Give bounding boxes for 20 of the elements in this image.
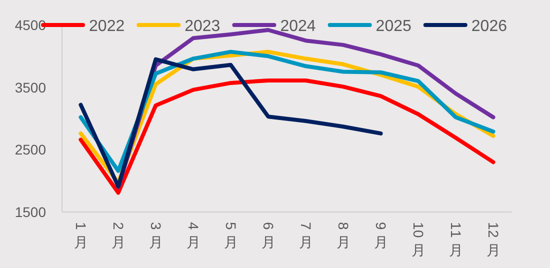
x-tick-label: 12月	[485, 222, 502, 258]
legend-label: 2022	[89, 18, 125, 35]
x-tick-label: 1月	[72, 222, 89, 250]
legend-label: 2026	[471, 18, 508, 35]
y-tick-label: 1500	[14, 204, 46, 220]
legend-label: 2024	[280, 18, 316, 35]
x-tick-label: 7月	[298, 222, 314, 250]
x-tick-label: 3月	[148, 222, 164, 250]
x-tick-label: 9月	[372, 222, 389, 250]
y-tick-label: 2500	[14, 142, 46, 158]
x-tick-label: 10月	[410, 222, 426, 258]
x-tick-label: 5月	[222, 222, 239, 250]
x-tick-label: 2月	[110, 222, 126, 250]
x-tick-label: 6月	[260, 222, 276, 250]
legend-label: 2023	[184, 18, 220, 35]
x-tick-label: 4月	[185, 222, 202, 250]
x-tick-label: 8月	[335, 222, 352, 250]
legend-label: 2025	[376, 18, 412, 35]
y-tick-label: 3500	[14, 79, 46, 96]
x-tick-label: 11月	[448, 222, 464, 258]
